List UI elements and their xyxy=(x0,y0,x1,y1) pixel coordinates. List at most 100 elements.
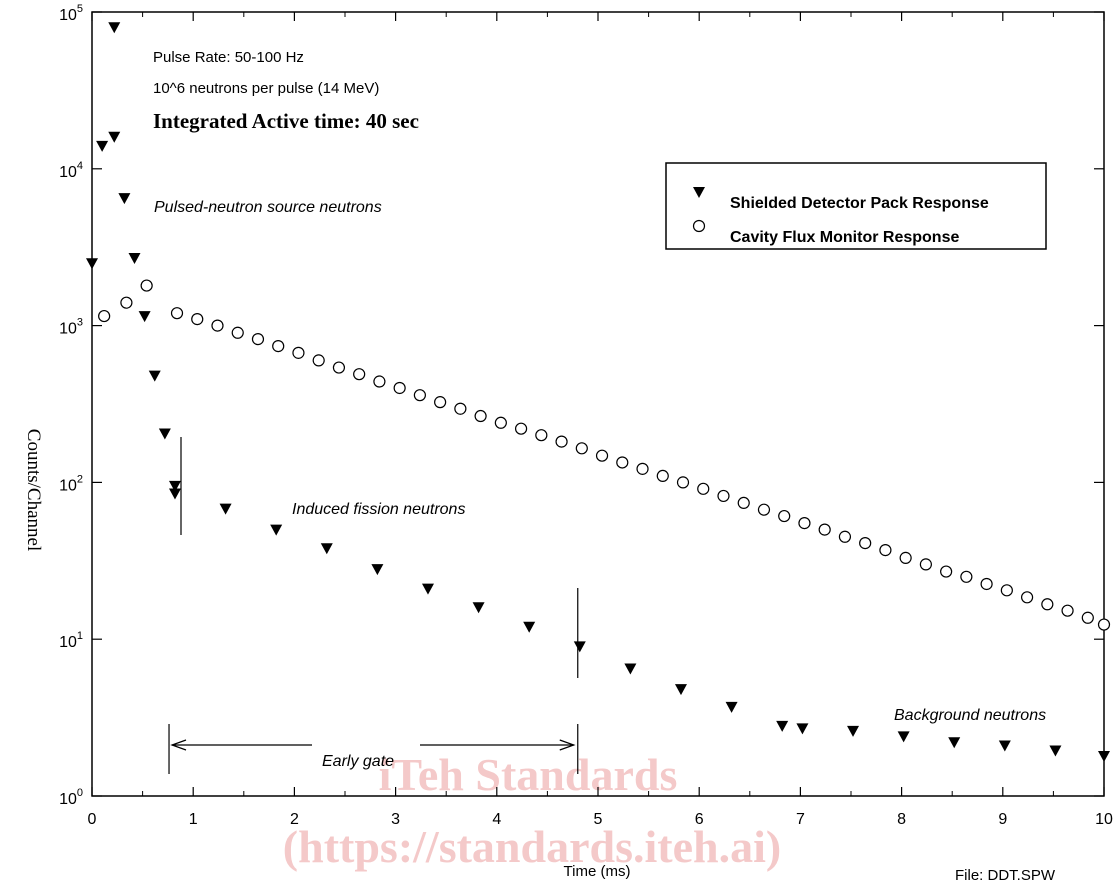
x-tick-label: 5 xyxy=(594,811,603,828)
x-tick-label: 1 xyxy=(189,811,198,828)
cavity-point xyxy=(838,530,852,543)
pulse-rate-note: Pulse Rate: 50-100 Hz xyxy=(153,49,304,66)
shielded-point xyxy=(96,140,109,152)
shielded-point xyxy=(158,428,171,440)
background-neutrons-label: Background neutrons xyxy=(894,707,1046,724)
cavity-point xyxy=(413,389,426,402)
shielded-point xyxy=(948,737,961,749)
series-cavity-flux xyxy=(98,279,1111,631)
legend-marker-cavity xyxy=(692,219,706,233)
shielded-point xyxy=(897,731,910,743)
shielded-point xyxy=(108,22,121,34)
x-tick-label: 0 xyxy=(88,811,97,828)
cavity-point xyxy=(737,496,750,510)
shielded-point xyxy=(1049,745,1062,757)
cavity-point xyxy=(919,558,932,571)
shielded-point xyxy=(472,602,485,614)
shielded-point xyxy=(776,720,789,732)
legend-marker-shielded xyxy=(693,187,705,198)
y-tick-label: 103 xyxy=(59,317,83,338)
x-axis-label: Time (ms) xyxy=(564,863,631,880)
y-tick-label: 101 xyxy=(59,630,83,651)
cavity-point xyxy=(211,319,224,332)
shielded-point xyxy=(138,311,151,323)
x-tick-label: 4 xyxy=(492,811,501,828)
shielded-point xyxy=(86,258,98,270)
cavity-point xyxy=(656,469,669,483)
x-tick-label: 7 xyxy=(796,811,805,828)
cavity-point xyxy=(676,476,690,489)
cavity-point xyxy=(879,544,892,557)
x-tick-label: 2 xyxy=(290,811,299,828)
y-tick-label: 105 xyxy=(59,3,83,24)
gate-arrow-left-head xyxy=(170,739,187,751)
watermark-line-2: (https://standards.iteh.ai) xyxy=(283,821,781,872)
shielded-point xyxy=(108,131,121,143)
cavity-point xyxy=(98,309,111,323)
watermark: iTeh Standards (https://standards.iteh.a… xyxy=(283,749,781,872)
cavity-point xyxy=(332,361,346,374)
legend-box xyxy=(665,162,1047,250)
cavity-point xyxy=(1097,618,1111,631)
y-tick-label: 104 xyxy=(59,160,83,181)
cavity-point xyxy=(140,279,153,292)
shielded-point xyxy=(1098,750,1110,762)
cavity-point xyxy=(231,326,244,339)
cavity-point xyxy=(1000,584,1013,597)
cavity-point xyxy=(555,435,568,448)
cavity-point xyxy=(818,523,831,536)
shielded-point xyxy=(270,524,283,536)
y-tick-labels: 100 101 102 103 104 105 xyxy=(59,3,83,808)
gate-arrow-right-head xyxy=(559,739,576,751)
cavity-point xyxy=(980,577,993,591)
cavity-point xyxy=(393,381,406,395)
shielded-point xyxy=(624,663,637,675)
cavity-point xyxy=(514,422,528,435)
source-neutrons-label: Pulsed-neutron source neutrons xyxy=(154,199,382,216)
cavity-point xyxy=(272,340,285,353)
fission-neutrons-label: Induced fission neutrons xyxy=(292,501,465,518)
shielded-point xyxy=(371,564,384,576)
shielded-point xyxy=(847,725,860,737)
y-tick-label: 102 xyxy=(59,473,83,494)
cavity-point xyxy=(191,313,204,326)
cavity-point xyxy=(292,346,305,359)
series-shielded-detector xyxy=(86,22,1110,762)
cavity-point xyxy=(960,570,973,583)
cavity-point xyxy=(575,442,588,455)
shielded-point xyxy=(998,740,1011,752)
shielded-point xyxy=(148,370,161,382)
x-tick-label: 9 xyxy=(998,811,1007,828)
cavity-point xyxy=(778,509,791,523)
integrated-time-note: Integrated Active time: 40 sec xyxy=(153,109,419,133)
file-label: File: DDT.SPW xyxy=(955,867,1056,884)
cavity-point xyxy=(170,307,184,320)
cavity-point xyxy=(636,462,649,475)
early-gate-label: Early gate xyxy=(322,753,394,770)
axis-ticks xyxy=(91,11,1105,797)
x-tick-label: 3 xyxy=(391,811,400,828)
cavity-point xyxy=(535,429,548,442)
shielded-point xyxy=(168,480,181,492)
shielded-point xyxy=(421,583,434,595)
cavity-point xyxy=(616,456,629,469)
neutrons-per-pulse-note: 10^6 neutrons per pulse (14 MeV) xyxy=(153,80,379,97)
cavity-point xyxy=(717,489,730,503)
cavity-point xyxy=(1020,591,1034,604)
cavity-point xyxy=(798,517,811,530)
cavity-point xyxy=(1081,611,1094,624)
cavity-point xyxy=(251,333,265,346)
shielded-point xyxy=(118,193,131,205)
cavity-point xyxy=(595,449,609,462)
shielded-point xyxy=(168,488,181,500)
x-tick-label: 8 xyxy=(897,811,906,828)
y-axis-label: Counts/Channel xyxy=(23,429,44,551)
shielded-point xyxy=(523,621,536,633)
cavity-point xyxy=(353,368,366,381)
shielded-point xyxy=(573,641,586,653)
cavity-point xyxy=(312,354,325,367)
cavity-point xyxy=(859,537,872,550)
cavity-point xyxy=(494,416,507,429)
shielded-point xyxy=(320,543,333,555)
cavity-point xyxy=(940,565,953,578)
